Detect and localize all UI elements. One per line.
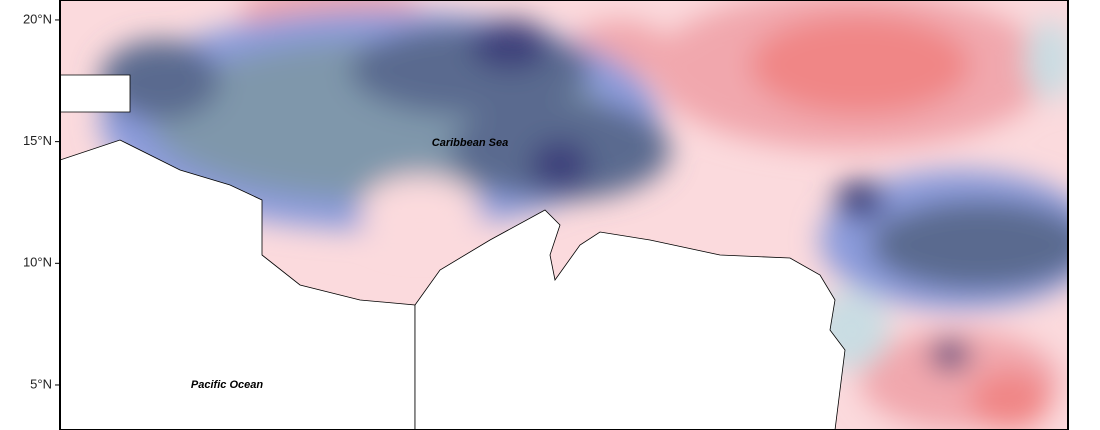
y-tick-label: 5°N (30, 376, 52, 391)
sea-label: Caribbean Sea (432, 137, 508, 149)
land (60, 74, 131, 113)
land (414, 209, 846, 430)
field (60, 0, 1068, 430)
y-tick-label: 15°N (23, 133, 52, 148)
land (60, 139, 416, 430)
y-tick-label: 20°N (23, 11, 52, 26)
map-frame (59, 0, 1069, 430)
y-tick-label: 10°N (23, 255, 52, 270)
ocean-label: Pacific Ocean (191, 379, 263, 391)
